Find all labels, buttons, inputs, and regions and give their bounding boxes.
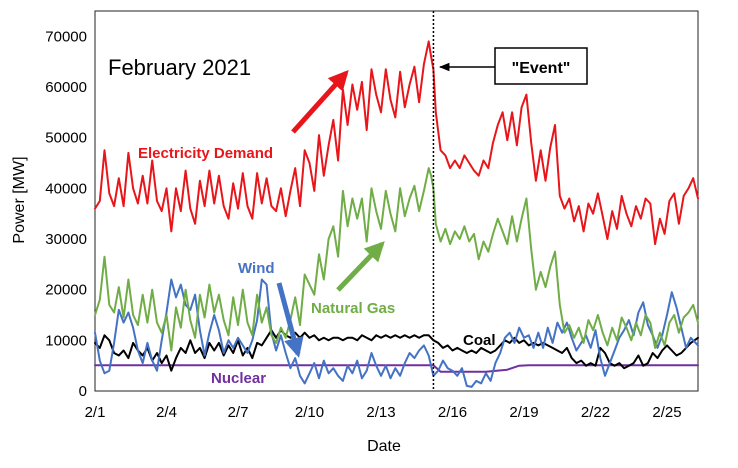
y-tick-label: 40000 <box>45 180 87 197</box>
series-layer <box>94 40 699 388</box>
x-axis-ticks: 2/1 2/4 2/7 2/10 2/13 2/16 2/19 2/22 2/25 <box>85 404 682 421</box>
event-callout-label: "Event" <box>512 60 571 77</box>
x-axis-title: Date <box>367 438 401 455</box>
y-tick-label: 60000 <box>45 79 87 96</box>
series-line-natural-gas <box>94 167 699 352</box>
series-line-electricity-demand <box>94 40 699 246</box>
x-tick-label: 2/7 <box>228 404 249 421</box>
event-callout-box <box>494 47 588 85</box>
label-nuclear: Nuclear <box>211 370 266 387</box>
natural-gas-arrow <box>336 241 385 292</box>
x-tick-label: 2/13 <box>366 404 395 421</box>
x-tick-label: 2/4 <box>156 404 177 421</box>
x-tick-label: 2/1 <box>85 404 106 421</box>
x-tick-label: 2/19 <box>509 404 538 421</box>
label-electricity-demand: Electricity Demand <box>138 145 273 162</box>
label-wind: Wind <box>238 260 275 277</box>
label-coal: Coal <box>463 332 496 349</box>
y-axis-ticks: 0 10000 20000 30000 40000 50000 60000 70000 <box>45 28 87 400</box>
x-tick-label: 2/22 <box>581 404 610 421</box>
series-line-nuclear <box>94 364 699 373</box>
label-natural-gas: Natural Gas <box>311 300 395 317</box>
x-tick-label: 2/25 <box>652 404 681 421</box>
chart-title: February 2021 <box>108 55 251 80</box>
y-tick-label: 50000 <box>45 130 87 147</box>
x-tick-label: 2/10 <box>295 404 324 421</box>
series-line-coal <box>94 329 699 372</box>
y-axis-title: Power [MW] <box>11 156 28 243</box>
wind-arrow <box>276 282 304 358</box>
y-tick-label: 10000 <box>45 332 87 349</box>
y-tick-label: 30000 <box>45 231 87 248</box>
y-tick-label: 70000 <box>45 28 87 45</box>
series-line-wind <box>94 278 699 388</box>
x-tick-label: 2/16 <box>438 404 467 421</box>
demand-arrow <box>291 70 349 134</box>
y-tick-label: 0 <box>79 383 87 400</box>
y-tick-label: 20000 <box>45 282 87 299</box>
